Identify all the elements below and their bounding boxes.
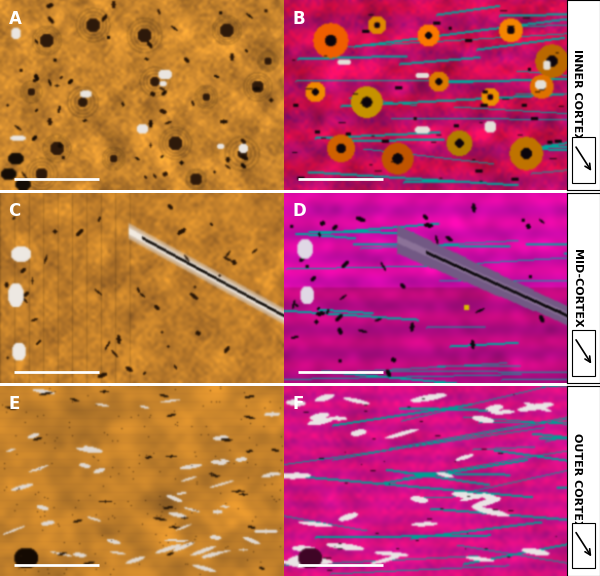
Text: E: E — [8, 395, 20, 413]
Text: A: A — [8, 10, 22, 28]
Text: C: C — [8, 202, 21, 220]
FancyBboxPatch shape — [572, 137, 595, 183]
Text: B: B — [292, 10, 305, 28]
Text: F: F — [292, 395, 304, 413]
Text: D: D — [292, 202, 306, 220]
Text: INNER CORTEX: INNER CORTEX — [572, 49, 582, 141]
Text: OUTER CORTEX: OUTER CORTEX — [572, 433, 582, 529]
Text: MID-CORTEX: MID-CORTEX — [572, 249, 582, 327]
FancyBboxPatch shape — [572, 522, 595, 569]
FancyBboxPatch shape — [572, 330, 595, 376]
